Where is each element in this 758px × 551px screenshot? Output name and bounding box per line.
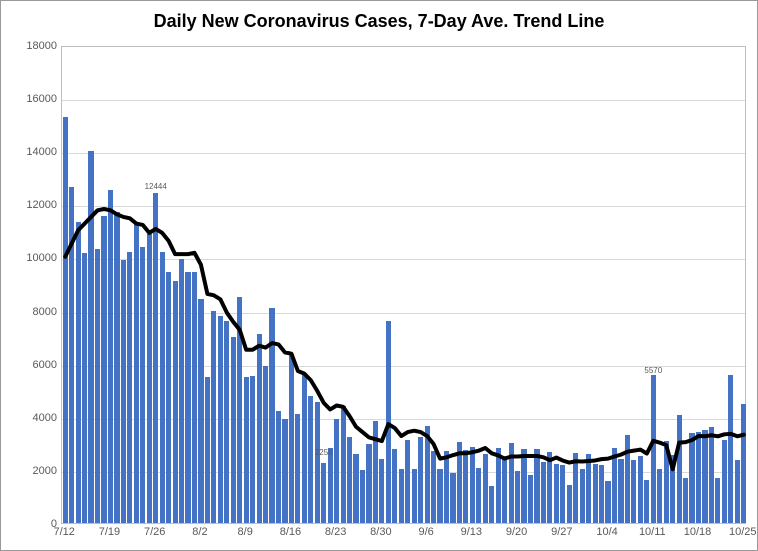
y-tick-label: 14000 — [26, 146, 57, 158]
y-tick-label: 16000 — [26, 93, 57, 105]
x-tick-label: 9/13 — [461, 526, 482, 538]
x-tick-label: 8/9 — [238, 526, 253, 538]
x-tick-label: 10/18 — [684, 526, 712, 538]
x-tick-label: 10/4 — [596, 526, 617, 538]
y-tick-label: 2000 — [33, 465, 57, 477]
x-tick-label: 7/12 — [54, 526, 75, 538]
y-tick-label: 18000 — [26, 40, 57, 52]
x-tick-label: 8/23 — [325, 526, 346, 538]
x-tick-label: 9/27 — [551, 526, 572, 538]
x-tick-label: 9/6 — [418, 526, 433, 538]
y-tick-label: 6000 — [33, 359, 57, 371]
y-tick-label: 4000 — [33, 412, 57, 424]
x-tick-label: 7/26 — [144, 526, 165, 538]
chart-container: Daily New Coronavirus Cases, 7-Day Ave. … — [0, 0, 758, 551]
x-tick-label: 10/25 — [729, 526, 757, 538]
data-label: 12444 — [145, 182, 167, 191]
x-tick-label: 8/16 — [280, 526, 301, 538]
data-label: 5570 — [644, 366, 662, 375]
x-tick-label: 8/30 — [370, 526, 391, 538]
x-tick-label: 10/11 — [639, 526, 666, 538]
data-label: 2258 — [315, 448, 333, 457]
y-tick-label: 8000 — [33, 306, 57, 318]
chart-title: Daily New Coronavirus Cases, 7-Day Ave. … — [1, 11, 757, 32]
y-tick-label: 10000 — [26, 252, 57, 264]
x-tick-label: 7/19 — [99, 526, 120, 538]
x-tick-label: 9/20 — [506, 526, 527, 538]
trend-line — [62, 47, 747, 525]
y-axis: 0200040006000800010000120001400016000180… — [1, 46, 61, 524]
plot-area: 12444 2258 5570 — [61, 46, 746, 524]
x-tick-label: 8/2 — [192, 526, 207, 538]
y-tick-label: 12000 — [26, 199, 57, 211]
x-axis: 7/127/197/268/28/98/168/238/309/69/139/2… — [61, 524, 746, 549]
trend-path — [65, 209, 744, 469]
